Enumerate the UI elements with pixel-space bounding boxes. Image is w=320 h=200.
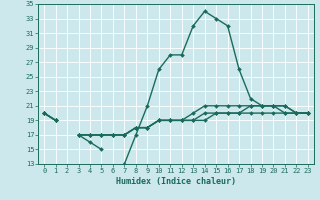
X-axis label: Humidex (Indice chaleur): Humidex (Indice chaleur): [116, 177, 236, 186]
